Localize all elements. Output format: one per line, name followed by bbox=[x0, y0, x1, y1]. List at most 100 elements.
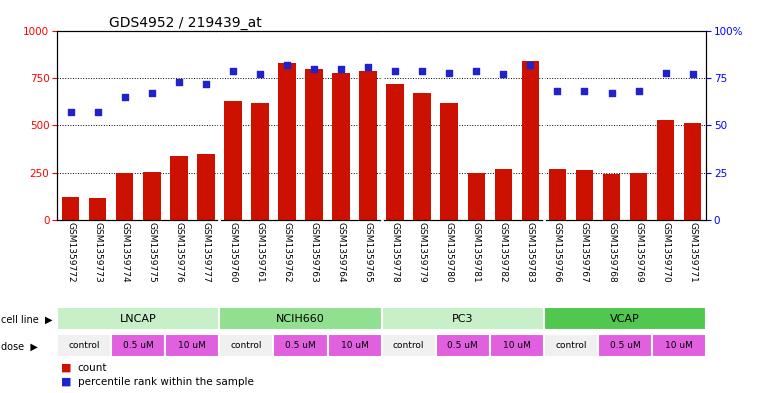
Point bbox=[660, 70, 672, 76]
Point bbox=[578, 88, 591, 95]
Text: GDS4952 / 219439_at: GDS4952 / 219439_at bbox=[109, 16, 262, 30]
Text: NCIH660: NCIH660 bbox=[276, 314, 325, 323]
Bar bbox=[490, 334, 544, 357]
Bar bbox=[413, 93, 431, 220]
Point bbox=[443, 70, 455, 76]
Bar bbox=[630, 173, 648, 220]
Point bbox=[389, 68, 401, 74]
Point bbox=[524, 62, 537, 68]
Text: LNCAP: LNCAP bbox=[119, 314, 157, 323]
Bar bbox=[495, 169, 512, 220]
Text: control: control bbox=[393, 341, 425, 350]
Bar bbox=[57, 307, 219, 330]
Point bbox=[470, 68, 482, 74]
Point bbox=[497, 71, 509, 77]
Text: GSM1359776: GSM1359776 bbox=[174, 222, 183, 283]
Point bbox=[552, 88, 564, 95]
Point bbox=[416, 68, 428, 74]
Text: GSM1359773: GSM1359773 bbox=[93, 222, 102, 283]
Text: GSM1359779: GSM1359779 bbox=[418, 222, 427, 283]
Text: GSM1359774: GSM1359774 bbox=[120, 222, 129, 283]
Text: GSM1359763: GSM1359763 bbox=[310, 222, 319, 283]
Text: GSM1359775: GSM1359775 bbox=[147, 222, 156, 283]
Bar bbox=[333, 73, 350, 220]
Text: GSM1359777: GSM1359777 bbox=[202, 222, 210, 283]
Bar bbox=[273, 334, 327, 357]
Text: GSM1359780: GSM1359780 bbox=[444, 222, 454, 283]
Bar bbox=[197, 154, 215, 220]
Text: GSM1359768: GSM1359768 bbox=[607, 222, 616, 283]
Text: dose  ▶: dose ▶ bbox=[1, 342, 37, 351]
Text: GSM1359770: GSM1359770 bbox=[661, 222, 670, 283]
Text: GSM1359765: GSM1359765 bbox=[364, 222, 373, 283]
Text: GSM1359762: GSM1359762 bbox=[282, 222, 291, 283]
Bar bbox=[219, 307, 382, 330]
Point bbox=[632, 88, 645, 95]
Text: count: count bbox=[78, 363, 107, 373]
Text: 10 uM: 10 uM bbox=[665, 341, 693, 350]
Bar bbox=[441, 103, 458, 220]
Text: 0.5 uM: 0.5 uM bbox=[447, 341, 478, 350]
Text: GSM1359764: GSM1359764 bbox=[336, 222, 345, 283]
Text: GSM1359778: GSM1359778 bbox=[390, 222, 400, 283]
Point bbox=[686, 71, 699, 77]
Text: GSM1359766: GSM1359766 bbox=[553, 222, 562, 283]
Bar bbox=[116, 173, 133, 220]
Bar bbox=[327, 334, 382, 357]
Bar bbox=[381, 307, 544, 330]
Bar bbox=[549, 169, 566, 220]
Text: cell line  ▶: cell line ▶ bbox=[1, 315, 53, 325]
Text: VCAP: VCAP bbox=[610, 314, 640, 323]
Bar bbox=[657, 120, 674, 220]
Bar bbox=[170, 156, 187, 220]
Bar bbox=[598, 334, 652, 357]
Text: GSM1359771: GSM1359771 bbox=[688, 222, 697, 283]
Bar bbox=[165, 334, 219, 357]
Text: 0.5 uM: 0.5 uM bbox=[610, 341, 641, 350]
Point bbox=[91, 109, 103, 115]
Point bbox=[65, 109, 77, 115]
Point bbox=[606, 90, 618, 96]
Bar bbox=[279, 63, 296, 220]
Bar bbox=[381, 334, 436, 357]
Text: GSM1359781: GSM1359781 bbox=[472, 222, 481, 283]
Point bbox=[119, 94, 131, 100]
Bar bbox=[467, 173, 485, 220]
Bar bbox=[224, 101, 242, 220]
Bar bbox=[57, 334, 111, 357]
Text: GSM1359769: GSM1359769 bbox=[634, 222, 643, 283]
Bar bbox=[603, 174, 620, 220]
Text: control: control bbox=[68, 341, 100, 350]
Point bbox=[308, 66, 320, 72]
Bar bbox=[652, 334, 706, 357]
Text: control: control bbox=[556, 341, 587, 350]
Text: 0.5 uM: 0.5 uM bbox=[285, 341, 316, 350]
Point bbox=[281, 62, 293, 68]
Bar bbox=[544, 307, 706, 330]
Text: ■: ■ bbox=[61, 363, 72, 373]
Text: GSM1359767: GSM1359767 bbox=[580, 222, 589, 283]
Bar bbox=[62, 197, 79, 220]
Text: 10 uM: 10 uM bbox=[503, 341, 531, 350]
Bar bbox=[544, 334, 598, 357]
Text: 0.5 uM: 0.5 uM bbox=[123, 341, 154, 350]
Text: PC3: PC3 bbox=[452, 314, 473, 323]
Bar bbox=[576, 170, 594, 220]
Bar bbox=[89, 198, 107, 220]
Text: 10 uM: 10 uM bbox=[178, 341, 206, 350]
Point bbox=[362, 64, 374, 70]
Bar bbox=[359, 71, 377, 220]
Point bbox=[173, 79, 185, 85]
Point bbox=[199, 81, 212, 87]
Bar bbox=[521, 61, 540, 220]
Bar bbox=[111, 334, 165, 357]
Bar bbox=[219, 334, 273, 357]
Text: control: control bbox=[231, 341, 262, 350]
Text: GSM1359761: GSM1359761 bbox=[256, 222, 264, 283]
Text: GSM1359783: GSM1359783 bbox=[526, 222, 535, 283]
Text: ■: ■ bbox=[61, 377, 72, 387]
Text: percentile rank within the sample: percentile rank within the sample bbox=[78, 377, 253, 387]
Point bbox=[254, 71, 266, 77]
Bar bbox=[305, 69, 323, 220]
Text: GSM1359772: GSM1359772 bbox=[66, 222, 75, 283]
